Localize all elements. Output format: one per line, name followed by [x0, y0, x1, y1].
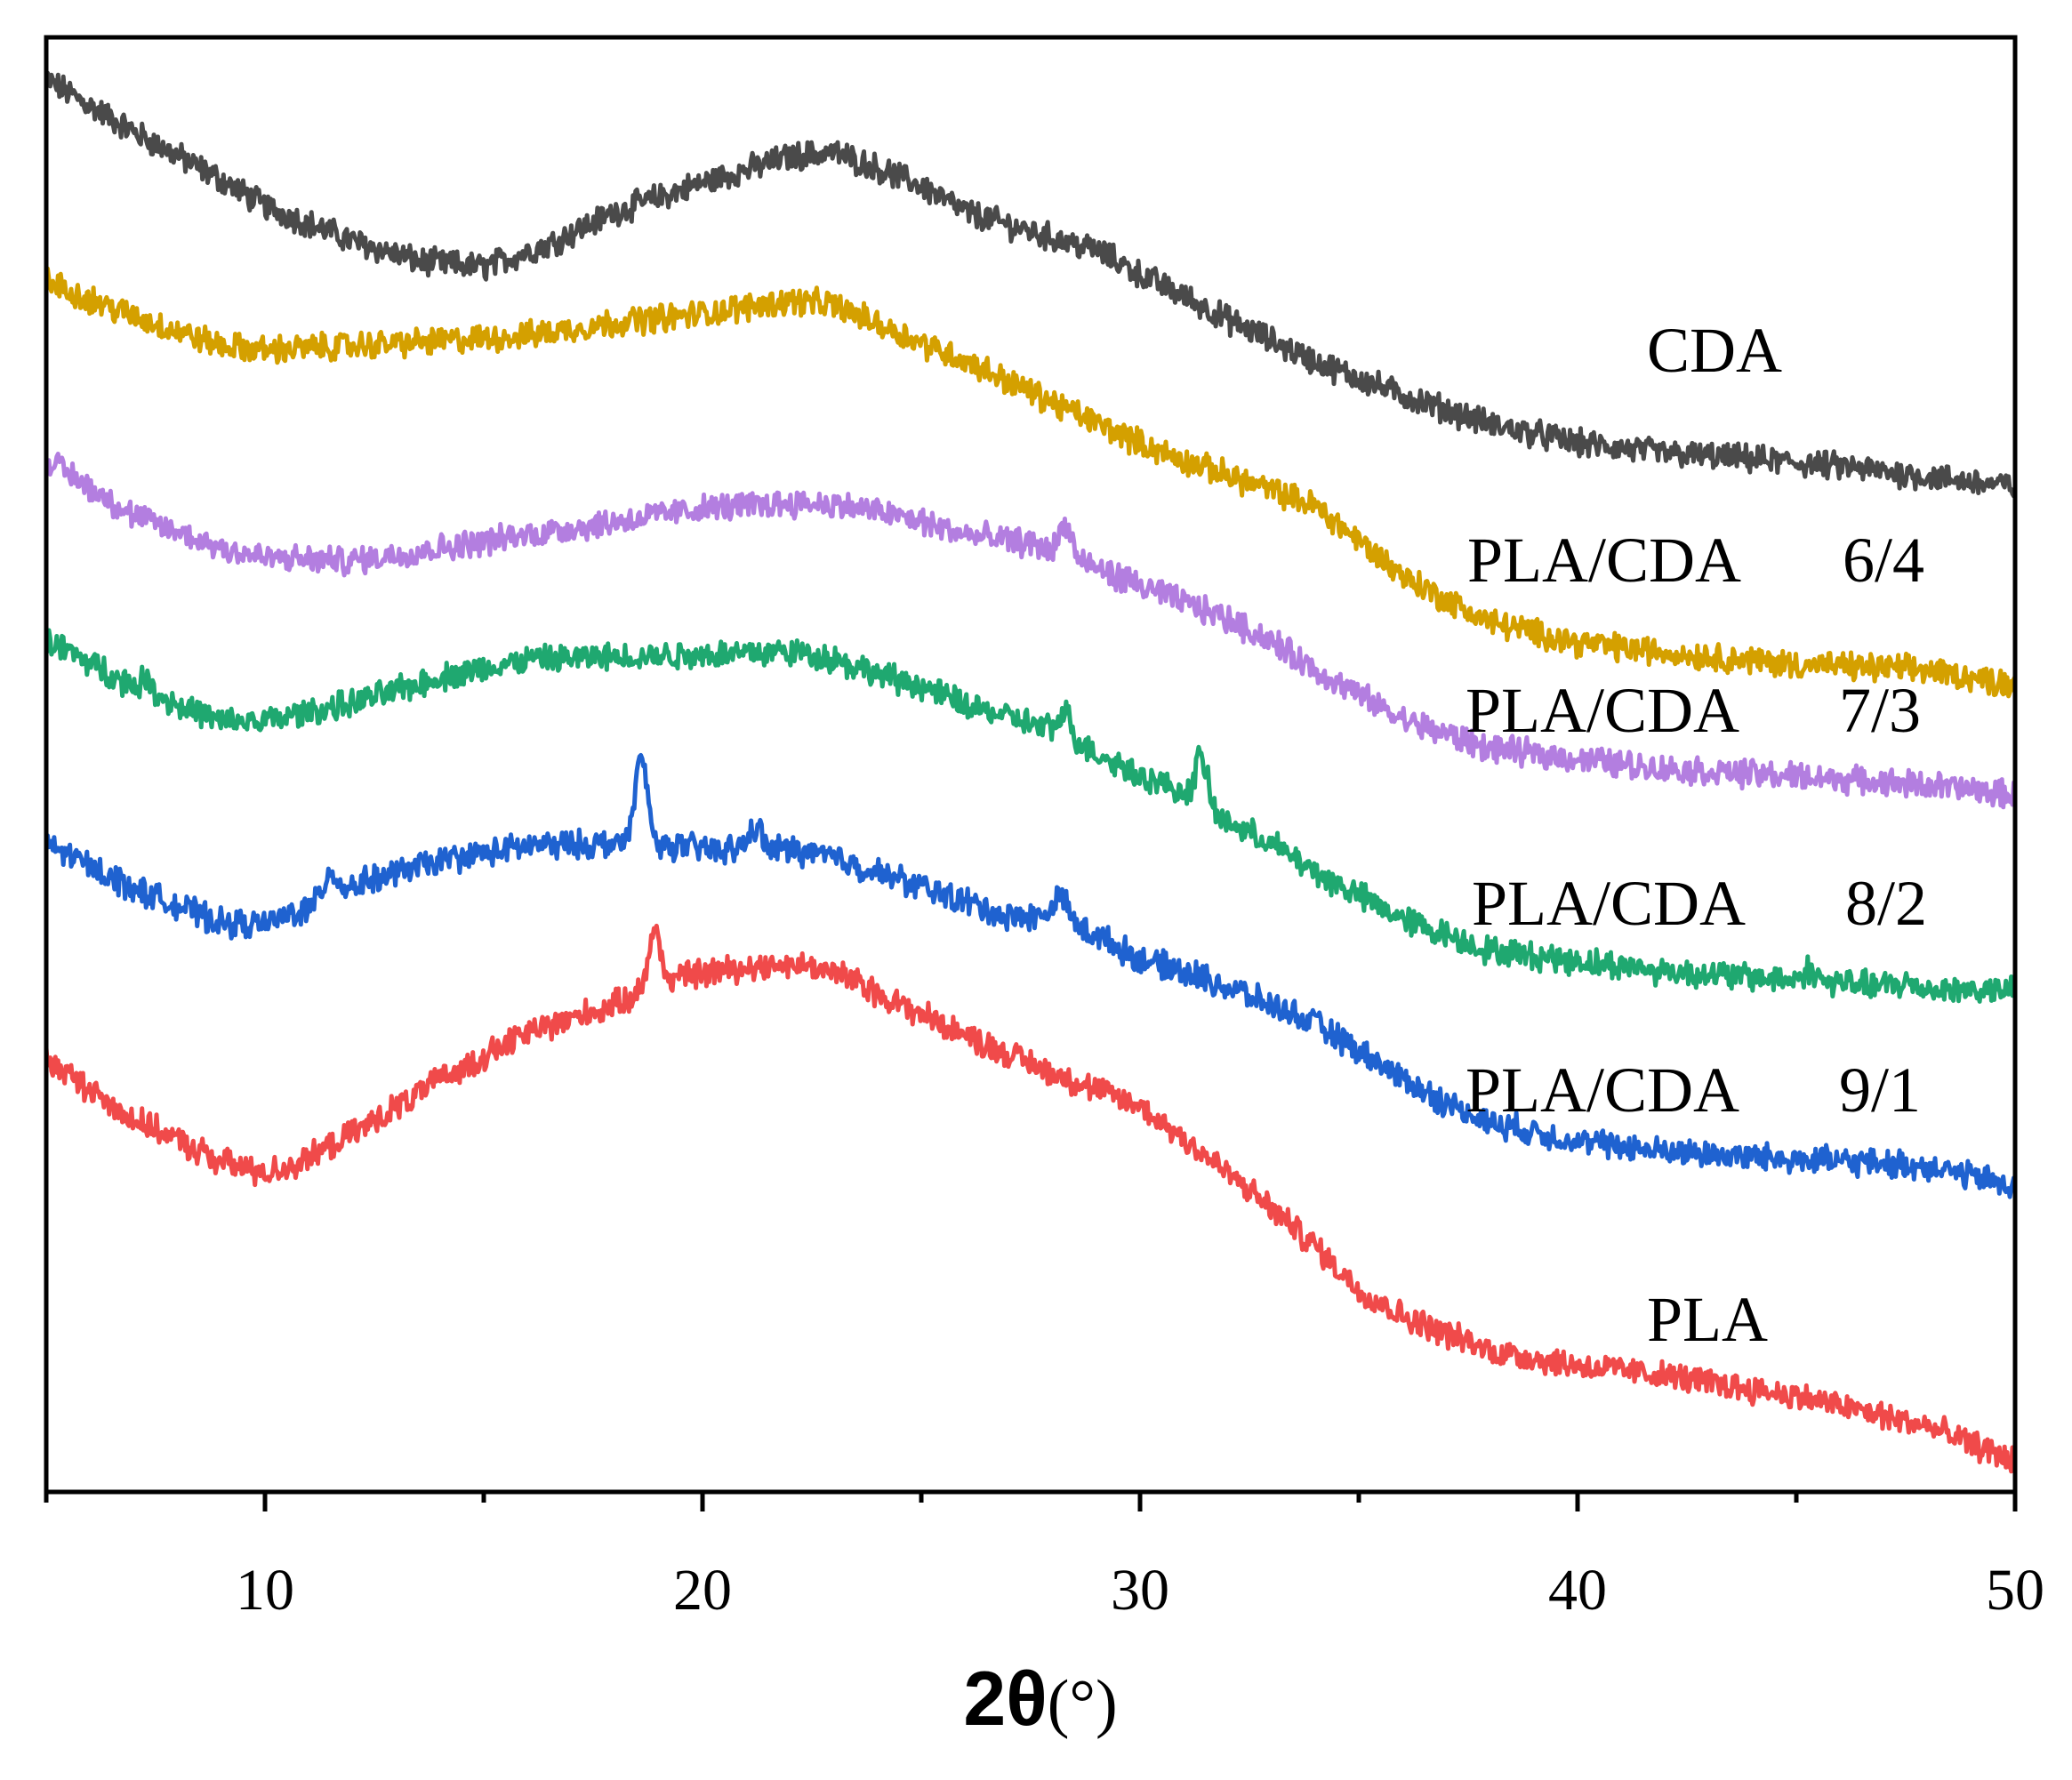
series-line-pla-cda-8-2: [44, 628, 2018, 1004]
series-label-pla-cda-9-1-ratio: 9/1: [1839, 1054, 1921, 1126]
x-axis-title-unit: (°): [1048, 1667, 1118, 1740]
series-line-pla-cda-9-1: [44, 752, 2018, 1199]
series-labels: CDA PLA/CDA 6/4 PLA/CDA 7/3 PLA/CDA 8/2 …: [1466, 315, 1927, 1355]
series-label-pla-cda-6-4-name: PLA/CDA: [1467, 525, 1741, 596]
series-label-pla-cda-7-3-name: PLA/CDA: [1466, 675, 1739, 746]
series-label-pla-cda-6-4-ratio: 6/4: [1843, 525, 1924, 596]
series-label-pla: PLA: [1647, 1284, 1768, 1355]
series-label-pla-cda-9-1-name: PLA/CDA: [1466, 1054, 1739, 1126]
x-tick-label: 40: [1548, 1558, 1607, 1623]
series-label-pla-cda-8-2-ratio: 8/2: [1845, 868, 1927, 939]
series-label-pla-cda-8-2-name: PLA/CDA: [1472, 868, 1746, 939]
x-axis-title-main: 2θ: [963, 1656, 1047, 1742]
x-tick-label: 20: [673, 1558, 732, 1623]
plot-frame: [44, 35, 2018, 1495]
x-tick-label: 30: [1111, 1558, 1169, 1623]
x-axis-ticks: 10 20 30 40 50: [44, 1492, 2044, 1623]
x-tick-label: 10: [236, 1558, 294, 1623]
series-label-pla-cda-7-3-ratio: 7/3: [1839, 675, 1921, 746]
series-line-cda: [44, 70, 2018, 499]
x-axis-title: 2θ(°): [963, 1656, 1117, 1742]
series-line-pla: [44, 923, 2018, 1474]
x-tick-label: 50: [1986, 1558, 2044, 1623]
series-line-pla-cda-7-3: [44, 452, 2018, 810]
series-line-pla-cda-6-4: [44, 266, 2018, 699]
series-layer: [44, 70, 2018, 1474]
series-label-cda: CDA: [1647, 315, 1782, 386]
